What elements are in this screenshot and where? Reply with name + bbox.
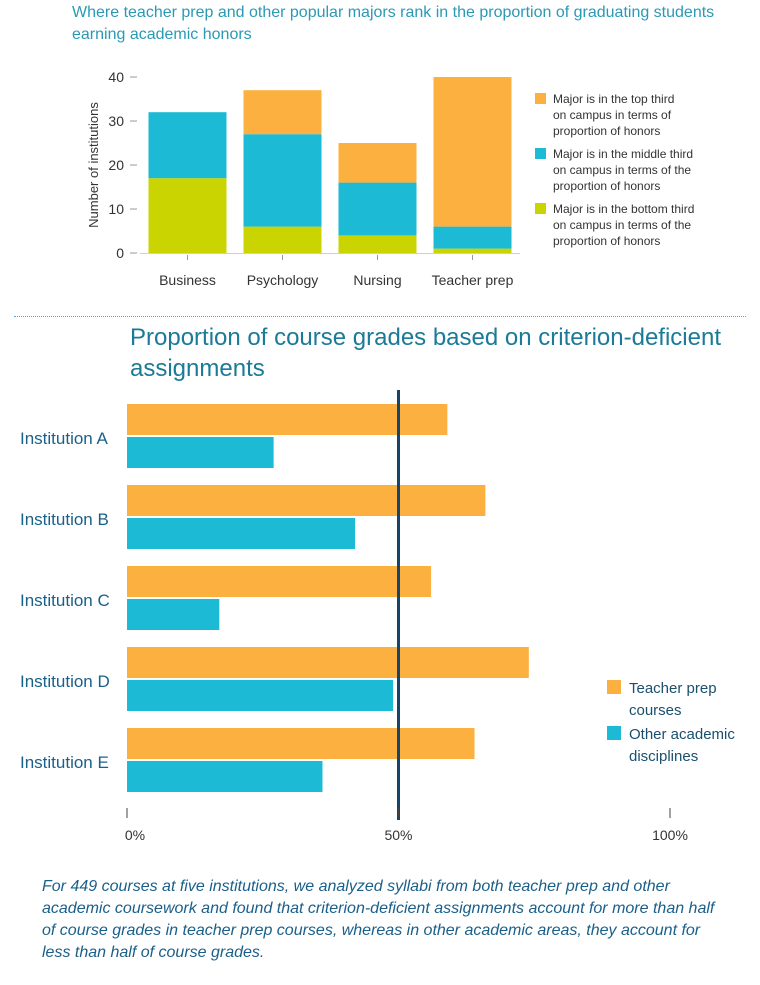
bar-segment <box>338 143 417 183</box>
bar-segment <box>243 226 322 253</box>
bar-segment <box>338 235 417 253</box>
y-tick-label: 0 <box>116 245 124 261</box>
legend-label: proportion of honors <box>553 179 660 193</box>
legend-label: Teacher prep <box>629 680 717 697</box>
x-tick-label: 50% <box>384 827 412 843</box>
legend-label: Other academic <box>629 726 735 743</box>
y-tick-label: 20 <box>108 157 124 173</box>
figure-caption: For 449 courses at five institutions, we… <box>42 878 715 961</box>
bar-segment <box>243 90 322 135</box>
bar <box>127 728 475 759</box>
bar <box>127 566 432 597</box>
legend-label: on campus in terms of the <box>553 218 691 232</box>
y-tick-label: Institution A <box>20 429 109 448</box>
legend-swatch <box>535 203 546 214</box>
legend-label: proportion of honors <box>553 124 660 138</box>
bar <box>127 599 220 630</box>
y-tick-label: Institution B <box>20 510 109 529</box>
legend-label: on campus in terms of the <box>553 163 691 177</box>
y-tick-label: Institution C <box>20 591 110 610</box>
legend-swatch <box>535 93 546 104</box>
bar-segment <box>243 134 322 227</box>
x-tick-label: 100% <box>652 827 688 843</box>
chart2-title: Proportion of course grades based on cri… <box>130 324 721 382</box>
y-tick-label: 40 <box>108 69 124 85</box>
y-tick-label: 10 <box>108 201 124 217</box>
bar <box>127 485 486 516</box>
y-tick-label: 30 <box>108 113 124 129</box>
bar-segment <box>433 248 512 253</box>
bar-segment <box>433 77 512 227</box>
legend-swatch <box>607 680 621 694</box>
x-tick-label: Nursing <box>353 272 401 288</box>
bar-segment <box>338 182 417 236</box>
bar-segment <box>148 112 227 179</box>
bar-segment <box>148 178 227 253</box>
y-tick-label: Institution D <box>20 672 110 691</box>
legend-swatch <box>535 148 546 159</box>
x-tick-label: Teacher prep <box>432 272 514 288</box>
chart1-title: Where teacher prep and other popular maj… <box>72 4 715 43</box>
x-tick-label: Psychology <box>247 272 319 288</box>
honors-rank-chart: 0 10 20 30 40 Number of institutions Business P… <box>86 69 694 288</box>
bar <box>127 680 394 711</box>
section-divider <box>14 316 746 317</box>
x-tick-label: 0% <box>125 827 145 843</box>
legend-label: Major is in the middle third <box>553 147 693 161</box>
legend-swatch <box>607 726 621 740</box>
bar-segment <box>433 226 512 249</box>
legend-label: Major is in the top third <box>553 92 674 106</box>
y-tick-label: Institution E <box>20 753 109 772</box>
legend-label: Major is in the bottom third <box>553 202 694 216</box>
x-tick-label: Business <box>159 272 216 288</box>
criterion-deficient-chart: Institution A Institution B Institution C I… <box>20 390 735 843</box>
legend-label: on campus in terms of <box>553 108 672 122</box>
legend-label: proportion of honors <box>553 234 660 248</box>
legend-label: disciplines <box>629 748 698 765</box>
y-axis-label: Number of institutions <box>86 102 101 228</box>
bar <box>127 437 274 468</box>
bar <box>127 647 529 678</box>
bar <box>127 404 448 435</box>
bar <box>127 761 323 792</box>
legend-label: courses <box>629 702 682 719</box>
bar <box>127 518 356 549</box>
